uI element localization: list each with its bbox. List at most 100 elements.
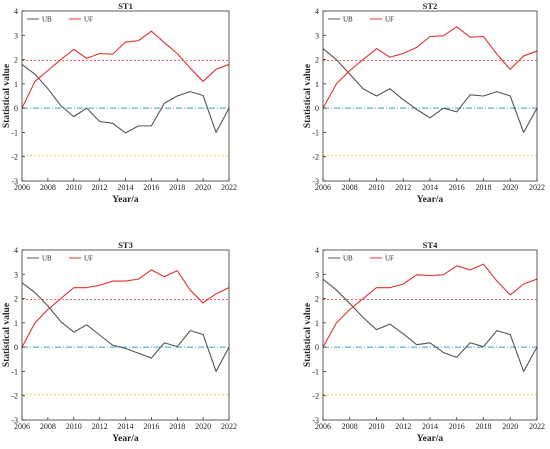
x-tick-label: 2008: [40, 422, 56, 431]
legend-label-ub: UB: [343, 16, 353, 24]
x-tick-label: 2014: [422, 183, 438, 192]
y-tick-label: -1: [11, 367, 18, 376]
x-tick-label: 2008: [342, 183, 358, 192]
y-tick-label: -1: [312, 128, 319, 137]
series-line-uf: [21, 269, 230, 348]
chart-panel-st4: ST4 -3 -2 -1 0 1 2 3 4 2006 2008 2010 2012 2014 2016 20…: [303, 240, 545, 444]
legend-label-uf: UF: [385, 255, 394, 263]
y-tick-label: 2: [315, 56, 319, 65]
x-tick-label: 2018: [169, 422, 185, 431]
series-line-uf: [322, 26, 538, 109]
x-tick-label: 2018: [169, 183, 185, 192]
legend-label-ub: UB: [42, 16, 52, 24]
series-line-ub: [322, 278, 538, 372]
x-axis-title: Year/a: [417, 195, 444, 205]
series-line-uf: [21, 30, 230, 109]
y-tick-label: -3: [11, 177, 18, 186]
x-axis-title: Year/a: [112, 195, 139, 205]
y-axis-title: Statistical value: [303, 64, 313, 128]
y-tick-label: 0: [315, 104, 319, 113]
chart-title: ST3: [118, 240, 133, 250]
y-tick-label: 3: [14, 270, 18, 279]
y-tick-label: -2: [11, 392, 18, 401]
legend-label-uf: UF: [385, 16, 394, 24]
y-axis-title: Statistical value: [2, 303, 12, 367]
chart-title: ST4: [423, 240, 438, 250]
y-tick-label: 1: [14, 319, 18, 328]
legend-label-ub: UB: [343, 255, 353, 263]
x-tick-label: 2020: [195, 422, 211, 431]
x-tick-label: 2006: [14, 422, 30, 431]
x-tick-label: 2010: [66, 422, 82, 431]
x-tick-label: 2022: [529, 183, 545, 192]
x-tick-label: 2016: [143, 183, 159, 192]
x-tick-label: 2022: [221, 183, 237, 192]
y-tick-label: -1: [11, 128, 18, 137]
y-tick-label: 2: [315, 295, 319, 304]
chart-title: ST1: [118, 1, 133, 11]
y-tick-label: 0: [14, 343, 18, 352]
x-tick-label: 2020: [502, 422, 518, 431]
x-tick-label: 2022: [529, 422, 545, 431]
x-tick-label: 2020: [502, 183, 518, 192]
y-tick-label: 2: [14, 56, 18, 65]
y-tick-label: 0: [14, 104, 18, 113]
y-tick-label: -1: [312, 367, 319, 376]
y-tick-label: -3: [312, 177, 319, 186]
x-tick-label: 2012: [395, 422, 411, 431]
x-axis-title: Year/a: [417, 434, 444, 444]
series-line-uf: [322, 263, 538, 348]
x-tick-label: 2020: [195, 183, 211, 192]
y-tick-label: 3: [315, 270, 319, 279]
x-tick-label: 2008: [342, 422, 358, 431]
series-line-ub: [21, 63, 230, 134]
y-tick-label: -2: [11, 153, 18, 162]
x-tick-label: 2016: [143, 422, 159, 431]
chart-panel-st1: ST1 -3 -2 -1 0 1 2 3 4 2006 2008 2010 2012 2014 2016 20…: [2, 1, 237, 205]
series-line-ub: [21, 282, 230, 372]
plot-frame: [21, 249, 230, 421]
y-tick-label: 4: [315, 7, 319, 16]
x-tick-label: 2022: [221, 422, 237, 431]
y-tick-label: -3: [312, 416, 319, 425]
x-tick-label: 2010: [66, 183, 82, 192]
y-tick-label: -2: [312, 153, 319, 162]
y-tick-label: 0: [315, 343, 319, 352]
x-tick-label: 2010: [369, 422, 385, 431]
x-tick-label: 2010: [369, 183, 385, 192]
x-tick-label: 2014: [422, 422, 438, 431]
x-axis-title: Year/a: [112, 434, 139, 444]
x-tick-label: 2018: [476, 422, 492, 431]
legend-label-ub: UB: [42, 255, 52, 263]
x-tick-label: 2006: [315, 422, 331, 431]
y-tick-label: 3: [14, 31, 18, 40]
chart-title: ST2: [423, 1, 438, 11]
y-tick-label: 1: [315, 80, 319, 89]
legend-label-uf: UF: [84, 255, 93, 263]
x-tick-label: 2008: [40, 183, 56, 192]
x-tick-label: 2014: [118, 422, 134, 431]
x-tick-label: 2012: [92, 183, 108, 192]
x-tick-label: 2006: [14, 183, 30, 192]
chart-panel-st3: ST3 -3 -2 -1 0 1 2 3 4 2006 2008 2010 2012 2014 2016 20…: [2, 240, 237, 444]
y-tick-label: 1: [14, 80, 18, 89]
y-tick-label: 4: [14, 7, 18, 16]
y-tick-label: 4: [315, 246, 319, 255]
x-tick-label: 2006: [315, 183, 331, 192]
y-tick-label: -3: [11, 416, 18, 425]
y-tick-label: -2: [312, 392, 319, 401]
legend-label-uf: UF: [84, 16, 93, 24]
x-tick-label: 2016: [449, 422, 465, 431]
series-line-ub: [322, 48, 538, 133]
y-axis-title: Statistical value: [303, 303, 313, 367]
y-tick-label: 4: [14, 246, 18, 255]
y-axis-title: Statistical value: [2, 64, 12, 128]
x-tick-label: 2018: [476, 183, 492, 192]
chart-panel-st2: ST2 -3 -2 -1 0 1 2 3 4 2006 2008 2010 2012 2014 2016 20…: [303, 1, 545, 205]
y-tick-label: 2: [14, 295, 18, 304]
x-tick-label: 2012: [92, 422, 108, 431]
x-tick-label: 2014: [118, 183, 134, 192]
x-tick-label: 2012: [395, 183, 411, 192]
y-tick-label: 1: [315, 319, 319, 328]
